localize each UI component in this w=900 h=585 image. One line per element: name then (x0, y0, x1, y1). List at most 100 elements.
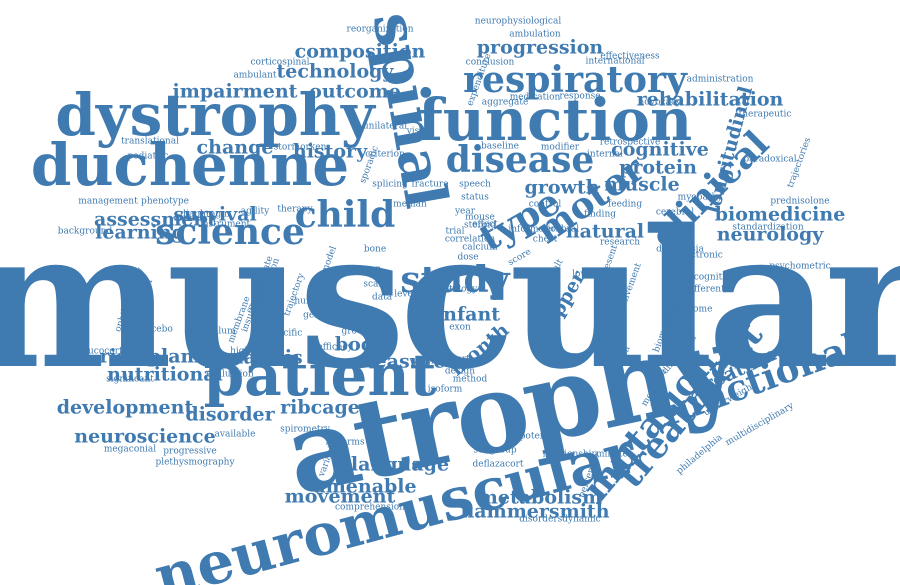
cloud-word: subgroup (473, 445, 517, 456)
cloud-word: background (57, 226, 113, 237)
cloud-word: internal (587, 149, 623, 160)
cloud-word: respiratory (463, 59, 687, 101)
cloud-word: impairment (172, 80, 298, 103)
cloud-word: protein (619, 156, 697, 179)
cloud-word: scale (363, 279, 387, 290)
cloud-word: development (56, 396, 194, 419)
cloud-word: prednisolone (770, 196, 830, 207)
cloud-word: ribcage (280, 396, 360, 419)
cloud-word: cerebral (655, 207, 695, 218)
cloud-word: mouse (465, 212, 495, 223)
cloud-word: psychometric (769, 261, 831, 272)
cloud-word: risdiplam (99, 345, 201, 368)
cloud-word: dyskinesia (656, 244, 704, 255)
cloud-word: cerebral (540, 224, 580, 235)
cloud-word: response (559, 91, 601, 102)
cloud-word: analysis (217, 346, 303, 369)
cloud-word: unilateral (362, 121, 408, 132)
cloud-word: disease (445, 139, 595, 181)
cloud-word: modifier (540, 142, 580, 153)
cloud-word: fracture (411, 179, 449, 190)
cloud-word: assessment (94, 208, 216, 231)
cloud-word: movement (284, 485, 396, 508)
cloud-word: significant (106, 374, 154, 385)
cloud-word: feeding (607, 199, 643, 210)
cloud-word: status (461, 192, 489, 203)
cloud-word: megaconial (103, 444, 157, 455)
cloud-word: splicing (372, 179, 408, 190)
cloud-word: cognitive (611, 138, 709, 161)
cloud-word: dystrophy (55, 81, 375, 149)
cloud-word: evaluation (206, 369, 254, 380)
cloud-word: translational (121, 136, 179, 147)
cloud-word: level (394, 289, 416, 300)
cloud-word: amenable (313, 475, 417, 498)
cloud-word: hammersmith (460, 500, 610, 523)
cloud-word: duchenne (30, 131, 350, 199)
cloud-word: genetic (303, 310, 337, 321)
cloud-word: international (585, 56, 645, 67)
cloud-word: method (452, 374, 488, 385)
cloud-word: ambulation (509, 29, 561, 40)
cloud-word: rehabilitation (636, 88, 784, 111)
cloud-word: weight (409, 356, 441, 367)
cloud-word: correlation (444, 234, 496, 245)
cloud-word: management (78, 196, 138, 207)
cloud-word: aggregate (481, 97, 529, 108)
cloud-word: disorder (185, 403, 275, 426)
cloud-word: standardization (732, 222, 804, 233)
cloud-word: science (155, 211, 305, 253)
cloud-word: efficacy (317, 342, 353, 353)
cloud-word: cerebellum (184, 326, 236, 337)
cloud-word: cognition (693, 272, 737, 283)
cloud-word: trial (445, 226, 465, 237)
cloud-word: progression (476, 36, 604, 59)
cloud-word: phenotype (141, 196, 189, 207)
cloud-word: neuroscience (74, 425, 216, 448)
cloud-word: ambulant (233, 70, 277, 81)
cloud-word: isoform (427, 384, 463, 395)
cloud-word: diaphragm (180, 209, 230, 220)
cloud-word: function (417, 86, 693, 154)
cloud-word: study (400, 259, 510, 301)
cloud-word: placebo (137, 324, 173, 335)
cloud-word: child (294, 194, 396, 236)
cloud-word: potential (519, 431, 561, 442)
cloud-word: available (214, 429, 256, 440)
cloud-word: survival (173, 203, 257, 226)
cloud-word: patient (203, 341, 437, 409)
cloud-word: criterion (365, 149, 405, 160)
cloud-word: progressive (163, 446, 217, 457)
cloud-word: effect (472, 219, 498, 230)
cloud-word: glucocorticoid (79, 346, 145, 357)
cloud-word: bmi (196, 336, 214, 347)
cloud-word: metabolism (477, 486, 603, 509)
cloud-word: young (426, 268, 454, 279)
cloud-word: learning (95, 221, 185, 244)
cloud-word: natural (565, 220, 645, 243)
cloud-word: neurophysiological (474, 16, 562, 27)
cloud-word: disordersdynamic (519, 514, 601, 525)
cloud-word: growth (524, 176, 600, 199)
cloud-word: therapeutic (738, 109, 792, 120)
cloud-word: calcium (462, 242, 498, 253)
cloud-word: spirometry (280, 424, 330, 435)
cloud-word: lower (572, 269, 598, 280)
cloud-word: infant (435, 303, 501, 326)
cloud-word: data (371, 292, 393, 303)
cloud-word: outcome (309, 80, 401, 103)
cloud-word: comprehension (334, 502, 406, 513)
cloud-word: instrument (199, 219, 251, 230)
cloud-word: dose (457, 252, 479, 263)
cloud-word: therapy (277, 204, 313, 215)
cloud-word: syndrome (667, 304, 713, 315)
cloud-word: different (685, 284, 725, 295)
cloud-word: medication (509, 92, 561, 103)
cloud-word: pediatric (127, 151, 169, 162)
cloud-word: group (341, 326, 369, 337)
cloud-word: design (444, 366, 476, 377)
cloud-word: myopathy (677, 192, 723, 203)
cloud-word: neurology (716, 223, 824, 246)
cloud-word: human (294, 296, 326, 307)
